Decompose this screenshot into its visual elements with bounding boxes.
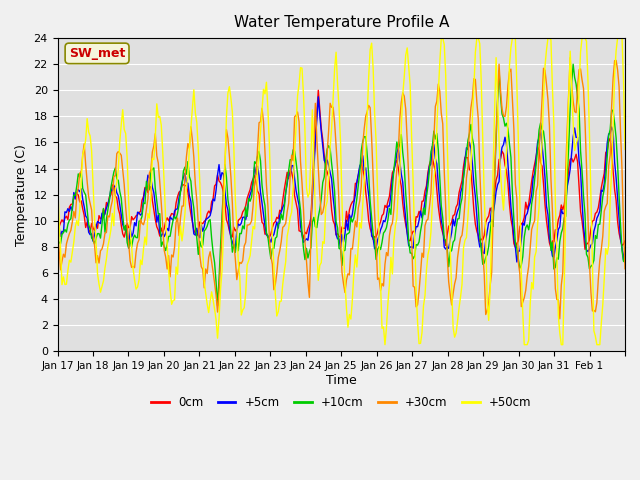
Line: 0cm: 0cm — [58, 90, 625, 249]
0cm — [347, 202, 355, 208]
Line: +5cm: +5cm — [58, 97, 625, 262]
+30cm — [54, 229, 61, 235]
+30cm — [73, 192, 81, 198]
X-axis label: Time: Time — [326, 374, 356, 387]
+30cm — [543, 81, 550, 87]
+5cm — [513, 259, 521, 265]
+5cm — [91, 231, 99, 237]
+30cm — [91, 242, 99, 248]
+30cm — [458, 232, 466, 238]
+10cm — [91, 241, 99, 247]
+5cm — [54, 230, 61, 236]
0cm — [54, 219, 61, 225]
0cm — [620, 241, 627, 247]
+30cm — [566, 55, 574, 60]
+50cm — [346, 312, 353, 317]
Legend: 0cm, +5cm, +10cm, +30cm, +50cm: 0cm, +5cm, +10cm, +30cm, +50cm — [147, 392, 536, 414]
+5cm — [460, 174, 467, 180]
0cm — [91, 228, 99, 233]
+50cm — [54, 175, 61, 181]
0cm — [314, 87, 322, 93]
+5cm — [314, 94, 322, 100]
+50cm — [91, 216, 99, 222]
0cm — [460, 164, 467, 169]
+5cm — [620, 257, 627, 263]
+10cm — [347, 215, 355, 221]
Line: +10cm: +10cm — [58, 64, 625, 306]
+50cm — [381, 342, 389, 348]
+5cm — [73, 190, 81, 196]
+5cm — [621, 245, 629, 251]
+10cm — [73, 183, 81, 189]
+30cm — [346, 272, 353, 278]
+5cm — [347, 216, 355, 222]
Text: SW_met: SW_met — [69, 47, 125, 60]
Line: +50cm: +50cm — [58, 38, 625, 345]
0cm — [621, 238, 629, 244]
+50cm — [461, 237, 469, 243]
+50cm — [545, 35, 553, 41]
+10cm — [54, 238, 61, 243]
+10cm — [621, 259, 629, 265]
0cm — [73, 191, 81, 197]
+50cm — [620, 78, 627, 84]
Title: Water Temperature Profile A: Water Temperature Profile A — [234, 15, 449, 30]
+30cm — [621, 266, 629, 272]
+10cm — [620, 258, 627, 264]
Y-axis label: Temperature (C): Temperature (C) — [15, 144, 28, 246]
+5cm — [545, 236, 553, 241]
Line: +30cm: +30cm — [58, 58, 625, 319]
+50cm — [437, 35, 445, 41]
+50cm — [73, 217, 81, 223]
+30cm — [620, 225, 627, 231]
+10cm — [460, 174, 467, 180]
+50cm — [621, 146, 629, 152]
+10cm — [570, 61, 577, 67]
+10cm — [214, 303, 221, 309]
0cm — [544, 229, 552, 235]
+30cm — [556, 316, 564, 322]
0cm — [581, 246, 589, 252]
+10cm — [544, 189, 552, 194]
